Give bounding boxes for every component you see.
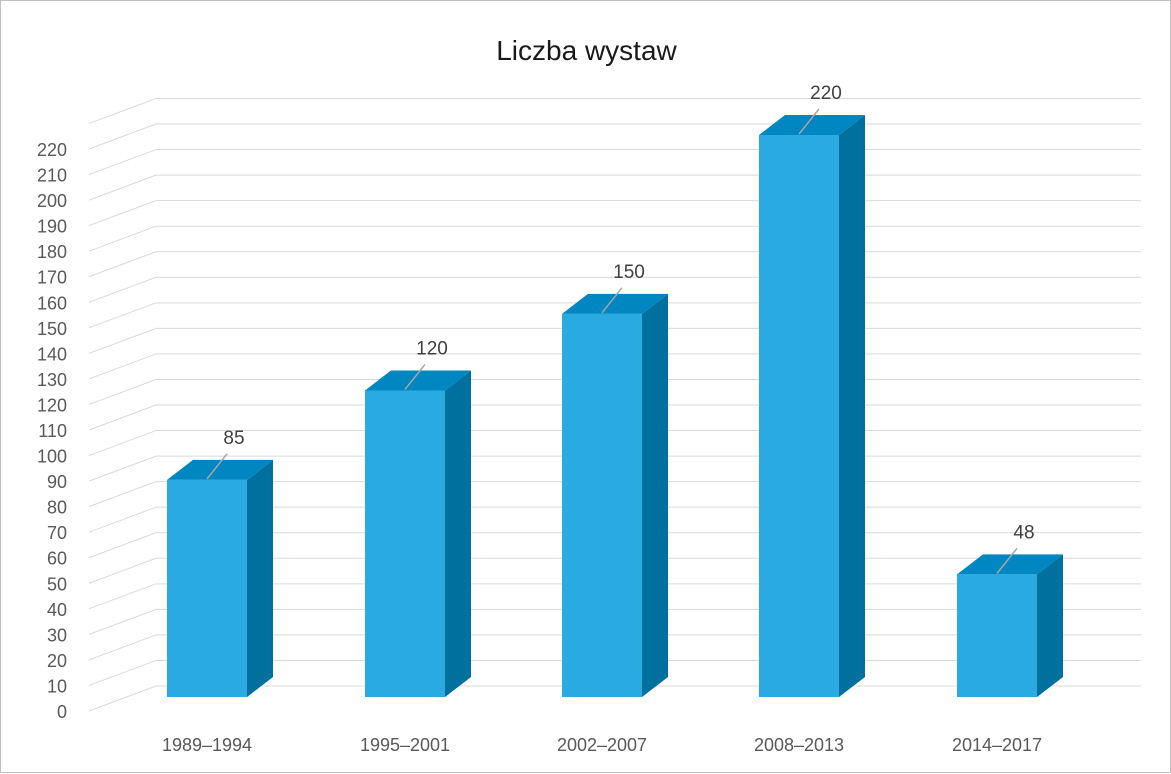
y-tick-label: 70 [47, 523, 67, 543]
leader-line [798, 108, 820, 135]
y-tick-label: 100 [37, 447, 67, 467]
gridline-diagonal [88, 557, 157, 584]
x-tick-label: 2002–2007 [557, 735, 647, 755]
bar [759, 115, 865, 697]
gridline-diagonal [88, 149, 157, 176]
y-tick-label: 60 [47, 549, 67, 569]
gridline-diagonal [88, 302, 157, 329]
y-tick-label: 200 [37, 191, 67, 211]
data-label: 48 [1013, 522, 1034, 543]
y-tick-label: 90 [47, 472, 67, 492]
bar [562, 293, 668, 697]
y-tick-label: 150 [37, 319, 67, 339]
gridline-diagonal [88, 353, 157, 380]
gridline-diagonal [88, 327, 157, 354]
gridline-diagonal [88, 685, 157, 712]
gridline-diagonal [88, 378, 157, 405]
gridline-diagonal [88, 200, 157, 227]
bar-front [562, 313, 642, 697]
bar-front [759, 135, 839, 697]
bar-side [839, 115, 865, 697]
bar-top [167, 459, 273, 480]
x-tick-label: 1995–2001 [360, 735, 450, 755]
y-tick-label: 210 [37, 166, 67, 186]
gridline-diagonal [88, 506, 157, 533]
gridline-diagonal [88, 97, 157, 124]
leader-line [601, 287, 623, 314]
y-tick-label: 0 [57, 702, 67, 722]
gridline-diagonal [88, 455, 157, 482]
y-tick-label: 220 [37, 140, 67, 160]
bar-top [562, 293, 668, 314]
y-tick-label: 50 [47, 574, 67, 594]
y-tick-label: 180 [37, 242, 67, 262]
bar-front [365, 390, 445, 697]
data-label: 85 [223, 428, 244, 449]
gridline-diagonal [88, 634, 157, 661]
bars [167, 115, 1063, 697]
x-tick-label: 1989–1994 [162, 735, 252, 755]
leader-line [996, 547, 1018, 574]
y-tick-label: 10 [47, 676, 67, 696]
gridline-diagonal [88, 251, 157, 278]
bar-side [642, 293, 668, 697]
bar-top [759, 115, 865, 136]
y-tick-label: 80 [47, 498, 67, 518]
x-tick-label: 2014–2017 [952, 735, 1042, 755]
y-tick-label: 40 [47, 600, 67, 620]
y-tick-label: 30 [47, 625, 67, 645]
bar-front [957, 574, 1037, 697]
leader-line [206, 453, 228, 480]
bar [167, 459, 273, 697]
bar-side [247, 459, 273, 697]
y-axis-ticks: 0 10 20 30 40 50 60 70 80 90 100 110 120 130 140 150 160… [37, 140, 67, 722]
gridline-diagonal [88, 481, 157, 508]
bar [957, 554, 1063, 697]
data-labels: 85 120 150 220 48 [206, 83, 1035, 574]
y-tick-label: 120 [37, 395, 67, 415]
x-tick-label: 2008–2013 [754, 735, 844, 755]
gridline-diagonal [88, 225, 157, 252]
gridline-diagonal [88, 583, 157, 610]
bar-front [167, 479, 247, 697]
bar-top [365, 370, 471, 391]
y-tick-label: 140 [37, 344, 67, 364]
gridline-diagonal [88, 532, 157, 559]
leader-line [404, 363, 426, 390]
chart-title: Liczba wystaw [496, 35, 677, 66]
y-tick-label: 170 [37, 268, 67, 288]
data-label: 120 [416, 338, 448, 359]
y-tick-label: 160 [37, 293, 67, 313]
gridline-diagonal [88, 404, 157, 431]
gridline-diagonal [88, 608, 157, 635]
bar-side [445, 370, 471, 697]
bar-side [1037, 554, 1063, 697]
data-label: 220 [810, 83, 842, 104]
gridline-diagonal [88, 430, 157, 457]
bar-top [957, 554, 1063, 575]
y-tick-label: 20 [47, 651, 67, 671]
gridline-diagonal [88, 123, 157, 150]
data-label: 150 [613, 262, 645, 283]
gridline-diagonal [88, 659, 157, 686]
bar [365, 370, 471, 697]
y-tick-label: 110 [38, 421, 67, 441]
y-tick-label: 190 [37, 217, 67, 237]
gridline-diagonal [88, 174, 157, 201]
y-tick-label: 130 [37, 370, 67, 390]
gridline-diagonal [88, 276, 157, 303]
x-axis-ticks: 1989–1994 1995–2001 2002–2007 2008–2013 2014… [162, 735, 1042, 755]
